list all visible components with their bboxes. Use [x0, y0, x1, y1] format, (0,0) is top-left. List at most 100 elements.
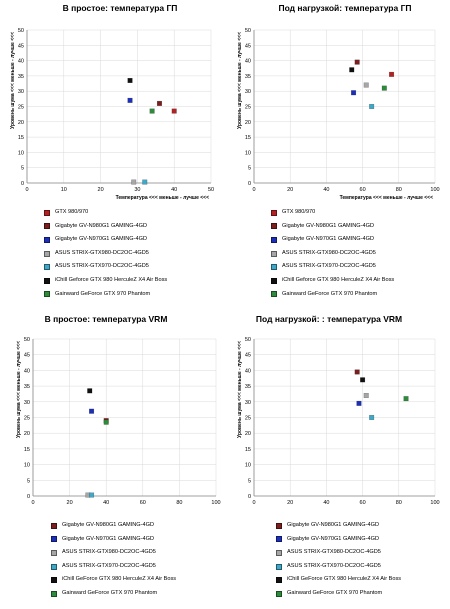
- legend-item: iChill GeForce GTX 980 HerculeZ X4 Air B…: [276, 573, 401, 587]
- legend-label: ASUS STRIX-GTX980-DC2OC-4GD5: [55, 249, 149, 256]
- legend-label: Gainward GeForce GTX 970 Phantom: [55, 290, 151, 297]
- legend-item: Gigabyte GV-N970G1 GAMING-4GD: [44, 233, 167, 247]
- legend-item: Gainward GeForce GTX 970 Phantom: [276, 587, 401, 601]
- scatter-chart-load-gpu: Под нагрузкой: температура ГП 0 5 10 15 20 25 3…: [237, 3, 440, 200]
- y-tick-label: 30: [245, 400, 251, 406]
- y-tick-label: 5: [27, 478, 30, 484]
- y-tick-label: 35: [24, 384, 30, 390]
- legend-idle-gpu: GTX 980/970 Gigabyte GV-N980G1 GAMING-4GD…: [44, 206, 167, 301]
- data-point: [127, 97, 133, 103]
- y-tick-label: 0: [21, 181, 24, 187]
- chart-title: В простое: температура ГП: [63, 3, 178, 13]
- legend-item: ASUS STRIX-GTX980-DC2OC-4GD5: [44, 247, 167, 261]
- legend-item: iChill Geforce GTX 980 HerculeZ X4 Air B…: [44, 274, 167, 288]
- x-tick-label: 40: [171, 187, 177, 193]
- x-tick-label: 10: [61, 187, 67, 193]
- data-point: [369, 103, 375, 109]
- legend-swatch: [271, 291, 277, 298]
- legend-label: ASUS STRIX-GTX980-DC2OC-4GD5: [282, 249, 376, 256]
- x-tick-label: 80: [396, 500, 402, 505]
- legend-label: ASUS STRIX-GTX970-DC2OC-4GD5: [287, 562, 381, 569]
- y-tick-label: 20: [245, 120, 251, 126]
- y-tick-label: 0: [248, 494, 251, 500]
- legend-label: GTX 980/970: [55, 209, 89, 215]
- data-point: [156, 100, 162, 106]
- x-tick-label: 20: [67, 500, 73, 505]
- data-point: [351, 90, 357, 96]
- data-point: [131, 179, 137, 185]
- data-point: [363, 82, 369, 88]
- legend-label: Gainward GeForce GTX 970 Phantom: [287, 589, 383, 596]
- x-axis-label: Температура <<< меньше - лучше <<<: [340, 195, 433, 200]
- y-tick-label: 0: [27, 494, 30, 500]
- y-tick-label: 20: [18, 120, 24, 126]
- y-tick-label: 5: [248, 478, 251, 484]
- legend-swatch: [276, 577, 282, 584]
- legend-item: Gigabyte GV-N980G1 GAMING-4GD: [44, 220, 167, 234]
- y-tick-label: 15: [24, 447, 30, 453]
- y-tick-label: 30: [245, 89, 251, 95]
- y-tick-label: 30: [24, 400, 30, 406]
- legend-item: ASUS STRIX-GTX970-DC2OC-4GD5: [271, 260, 394, 274]
- legend-label: Gainward GeForce GTX 970 Phantom: [282, 290, 378, 297]
- legend-label: Gigabyte GV-N980G1 GAMING-4GD: [55, 222, 148, 229]
- chart-title: Под нагрузкой: температура ГП: [278, 3, 411, 13]
- legend-swatch: [271, 209, 277, 216]
- y-tick-label: 10: [245, 463, 251, 469]
- scatter-chart-idle-gpu: В простое: температура ГП 0 5 10 15 20 25 30 35 4…: [10, 3, 214, 200]
- x-tick-label: 0: [25, 187, 28, 193]
- data-point: [149, 108, 155, 114]
- data-point: [89, 492, 95, 498]
- legend-load-vrm: Gigabyte GV-N980G1 GAMING-4GD Gigabyte GV…: [276, 519, 401, 601]
- legend-label: iChill GeForce GTX 980 HerculeZ X4 Air B…: [62, 576, 177, 583]
- y-tick-label: 35: [18, 74, 24, 80]
- legend-item: Gigabyte GV-N970G1 GAMING-4GD: [51, 533, 176, 547]
- y-tick-label: 0: [248, 181, 251, 187]
- legend-label: ASUS STRIX-GTX970-DC2OC-4GD5: [55, 263, 149, 270]
- x-tick-label: 40: [323, 187, 329, 193]
- y-tick-label: 50: [18, 28, 24, 34]
- y-tick-label: 45: [245, 353, 251, 359]
- y-axis-label: Уровень шума <<< меньше - лучше <<<: [237, 341, 243, 438]
- data-point: [171, 108, 177, 114]
- x-tick-label: 0: [252, 187, 255, 193]
- legend-swatch: [271, 264, 277, 271]
- legend-label: Gigabyte GV-N970G1 GAMING-4GD: [55, 236, 148, 243]
- x-tick-label: 0: [252, 500, 255, 505]
- legend-label: Gigabyte GV-N980G1 GAMING-4GD: [287, 522, 380, 528]
- legend-swatch: [276, 522, 282, 529]
- x-tick-label: 0: [31, 500, 34, 505]
- legend-swatch: [51, 563, 57, 570]
- data-point: [381, 85, 387, 91]
- legend-item: Gainward GeForce GTX 970 Phantom: [271, 288, 394, 302]
- legend-swatch: [271, 223, 277, 230]
- x-tick-label: 60: [360, 187, 366, 193]
- legend-item: Gainward GeForce GTX 970 Phantom: [51, 587, 176, 601]
- scatter-chart-idle-vrm: В простое: температура VRM 0 5 10 15 20 25 30 35…: [16, 314, 221, 505]
- legend-label: Gainward GeForce GTX 970 Phantom: [62, 589, 158, 596]
- legend-idle-vrm: Gigabyte GV-N980G1 GAMING-4GD Gigabyte GV…: [51, 519, 176, 601]
- legend-item: ASUS STRIX-GTX970-DC2OC-4GD5: [44, 260, 167, 274]
- legend-swatch: [44, 291, 50, 298]
- y-axis-label: Уровень шума <<< меньше - лучше <<<: [237, 32, 243, 129]
- legend-item: Gigabyte GV-N980G1 GAMING-4GD: [51, 519, 176, 533]
- data-point: [363, 393, 369, 399]
- legend-load-gpu: GTX 980/970 Gigabyte GV-N980G1 GAMING-4GD…: [271, 206, 394, 301]
- data-point: [87, 388, 93, 394]
- data-point: [349, 67, 355, 73]
- y-tick-label: 50: [245, 28, 251, 34]
- legend-swatch: [51, 536, 57, 543]
- legend-item: iChill GeForce GTX 980 HerculeZ X4 Air B…: [51, 573, 176, 587]
- legend-label: Gigabyte GV-N970G1 GAMING-4GD: [62, 535, 155, 542]
- legend-swatch: [276, 536, 282, 543]
- legend-item: ASUS STRIX-GTX970-DC2OC-4GD5: [276, 560, 401, 574]
- legend-label: ASUS STRIX-GTX980-DC2OC-4GD5: [62, 549, 156, 556]
- y-tick-label: 35: [245, 74, 251, 80]
- legend-item: iChill Geforce GTX 980 HerculeZ X4 Air B…: [271, 274, 394, 288]
- y-tick-label: 5: [248, 166, 251, 172]
- x-tick-label: 80: [176, 500, 182, 505]
- legend-item: Gainward GeForce GTX 970 Phantom: [44, 288, 167, 302]
- x-tick-label: 40: [103, 500, 109, 505]
- legend-label: Gigabyte GV-N980G1 GAMING-4GD: [282, 222, 375, 229]
- legend-item: ASUS STRIX-GTX980-DC2OC-4GD5: [271, 247, 394, 261]
